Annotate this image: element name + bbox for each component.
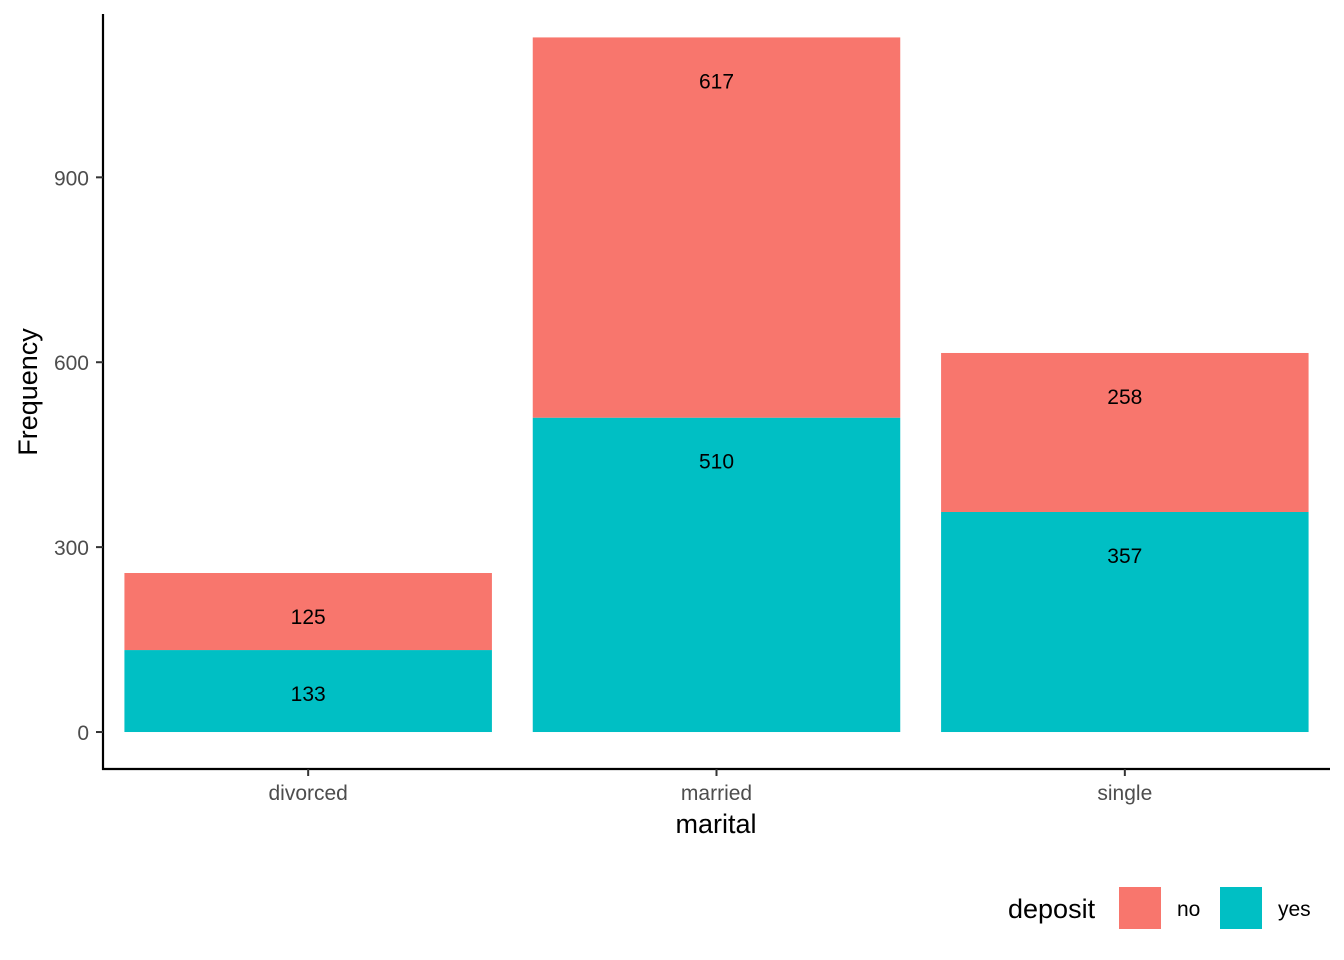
x-ticks-layer: divorced married single bbox=[268, 769, 1152, 805]
data-label-divorced-yes: 133 bbox=[291, 683, 326, 706]
x-tick-label-single: single bbox=[1097, 782, 1152, 805]
y-tick-label-600: 600 bbox=[54, 352, 89, 375]
data-label-divorced-no: 125 bbox=[291, 606, 326, 629]
bar-married-no bbox=[532, 37, 901, 418]
y-axis-title: Frequency bbox=[13, 328, 43, 456]
bar-single-yes bbox=[941, 511, 1309, 733]
bar-married-yes bbox=[532, 417, 901, 733]
bar-single-no bbox=[941, 352, 1309, 512]
bars-layer bbox=[124, 37, 1309, 733]
data-label-single-no: 258 bbox=[1107, 386, 1142, 409]
legend-title: deposit bbox=[1008, 894, 1096, 924]
bar-divorced-no bbox=[124, 573, 492, 651]
data-label-married-yes: 510 bbox=[699, 451, 734, 474]
data-label-single-yes: 357 bbox=[1107, 545, 1142, 568]
x-tick-label-divorced: divorced bbox=[268, 782, 347, 805]
legend: deposit no yes bbox=[1008, 887, 1311, 929]
x-axis-title: marital bbox=[675, 809, 756, 839]
legend-key-no bbox=[1119, 887, 1161, 929]
x-tick-label-married: married bbox=[681, 782, 752, 805]
y-ticks-layer: 0 300 600 900 bbox=[54, 167, 103, 745]
legend-label-no: no bbox=[1177, 898, 1200, 921]
y-tick-label-0: 0 bbox=[77, 722, 89, 745]
data-labels-layer: 133 125 510 617 357 258 bbox=[291, 70, 1143, 706]
y-tick-label-900: 900 bbox=[54, 167, 89, 190]
y-tick-label-300: 300 bbox=[54, 537, 89, 560]
data-label-married-no: 617 bbox=[699, 70, 734, 93]
legend-key-yes bbox=[1220, 887, 1262, 929]
legend-label-yes: yes bbox=[1278, 898, 1311, 921]
bar-divorced-yes bbox=[124, 650, 492, 733]
